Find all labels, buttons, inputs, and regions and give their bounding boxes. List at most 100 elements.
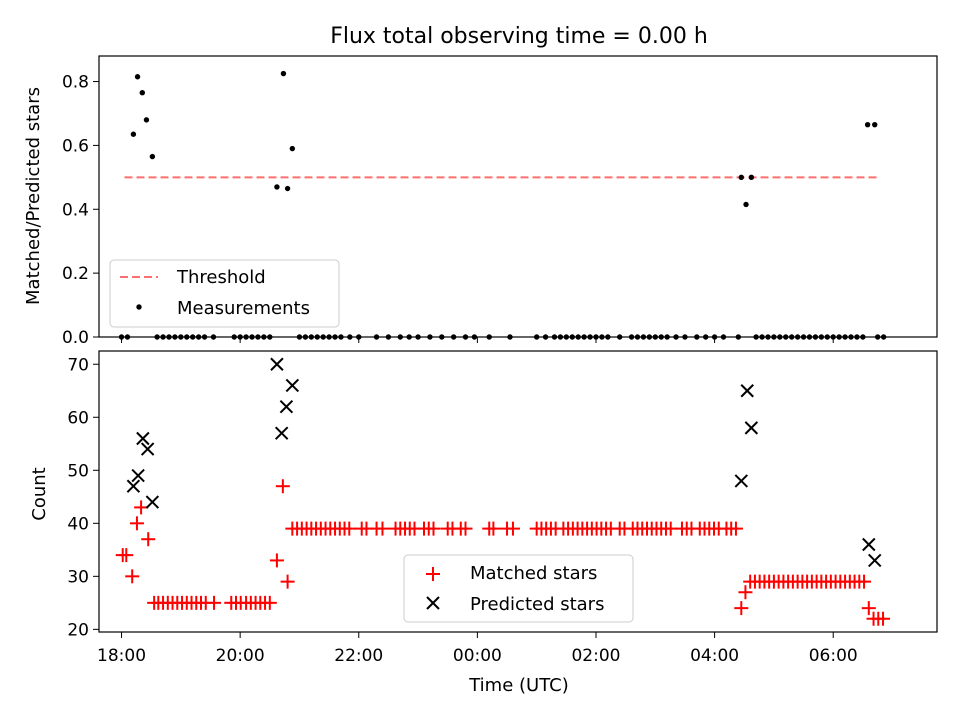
predicted-star-point <box>140 442 155 456</box>
measurement-point <box>149 153 156 160</box>
x-axis-label: Time (UTC) <box>468 675 569 696</box>
predicted-star-point <box>740 384 754 398</box>
matched-star-point <box>269 553 284 568</box>
cross-b <box>734 474 748 488</box>
matched-star-point <box>458 521 473 536</box>
measurement-point <box>864 121 871 128</box>
legend-matched-swatch <box>426 567 440 581</box>
cross-b <box>279 399 294 414</box>
x-tick-label: 02:00 <box>571 646 620 666</box>
measurement-point <box>872 121 878 128</box>
measurement-point <box>284 185 291 192</box>
matched-star-point <box>141 532 156 547</box>
count-panel: 20 30 40 50 60 70 18:00 20:00 22:00 00:00 02:00 04… <box>29 350 938 696</box>
y-tick-label: 30 <box>67 567 89 587</box>
count-plot-marks <box>115 357 891 626</box>
matched-star-point <box>375 521 390 536</box>
y-tick-label: 20 <box>67 620 89 640</box>
y-tick-label: 40 <box>67 514 89 534</box>
count-legend: Matched stars Predicted stars <box>403 554 634 623</box>
cross-b <box>285 378 300 393</box>
matched-star-point <box>207 595 222 610</box>
cross-b <box>270 357 284 371</box>
cross-b <box>126 479 141 493</box>
measurement-point <box>743 201 749 208</box>
legend-threshold-label: Threshold <box>176 267 266 288</box>
measurement-point <box>280 70 287 77</box>
predicted-star-point <box>270 357 284 371</box>
y-tick-label: 60 <box>67 408 89 428</box>
ratio-legend-box <box>109 259 340 328</box>
y-tick-label: 0.2 <box>62 264 89 284</box>
x-tick-label: 22:00 <box>334 646 383 666</box>
matched-star-point <box>486 521 501 536</box>
y-tick-label: 0.8 <box>62 73 89 93</box>
cross-b <box>868 553 882 568</box>
matched-star-point <box>857 574 872 589</box>
matched-star-point <box>734 601 749 616</box>
predicted-star-point <box>145 495 160 509</box>
matched-star-point <box>426 521 441 536</box>
matched-star-point <box>125 569 140 584</box>
cross-b <box>140 442 155 456</box>
matched-star-point <box>728 521 743 536</box>
measurement-point <box>748 174 755 181</box>
legend-measurements-swatch <box>136 304 142 310</box>
ratio-x-ticks <box>121 337 834 343</box>
measurement-point <box>289 145 296 152</box>
matched-star-point <box>129 516 144 531</box>
matched-star-point <box>262 595 277 610</box>
cross-b <box>131 468 145 483</box>
predicted-star-point <box>734 474 748 488</box>
count-plot-frame <box>98 350 938 633</box>
y-tick-label: 0.6 <box>62 136 89 156</box>
measurement-point <box>143 117 150 123</box>
matched-star-point <box>861 601 876 616</box>
x-tick-label: 00:00 <box>453 646 502 666</box>
legend-predicted-label: Predicted stars <box>470 594 604 615</box>
predicted-star-point <box>274 426 289 440</box>
ratio-legend: Threshold Measurements <box>109 259 340 328</box>
matched-star-point <box>876 611 891 626</box>
predicted-star-point <box>285 378 300 393</box>
measurement-point <box>738 174 744 181</box>
measurement-point <box>139 90 145 96</box>
predicted-star-point <box>868 553 882 568</box>
x-tick-label: 06:00 <box>809 646 858 666</box>
count-y-axis: 20 30 40 50 60 70 <box>67 355 99 640</box>
ratio-y-axis: 0.0 0.2 0.4 0.6 0.8 <box>62 73 99 348</box>
matched-star-point <box>280 574 295 589</box>
ratio-plot-frame <box>98 55 938 338</box>
x-tick-label: 18:00 <box>97 646 146 666</box>
matched-star-point <box>275 479 290 494</box>
predicted-star-point <box>131 468 145 483</box>
count-y-axis-label: Count <box>29 467 50 520</box>
measurement-point <box>134 74 141 80</box>
cross-b <box>274 426 289 440</box>
x-tick-label: 20:00 <box>216 646 265 666</box>
cross-b <box>740 384 754 398</box>
cross-b <box>145 495 160 509</box>
cross-b <box>862 537 876 552</box>
y-tick-label: 50 <box>67 461 89 481</box>
ratio-panel: 0.00.20.40.60.8 Matched/Predicted stars … <box>23 55 938 348</box>
matched-star-point <box>738 585 753 600</box>
y-tick-label: 70 <box>67 355 89 375</box>
chart-title: Flux total observing time = 0.00 h <box>330 24 708 49</box>
legend-measurements-label: Measurements <box>177 298 310 319</box>
y-tick-label: 0.0 <box>62 328 89 348</box>
legend-matched-label: Matched stars <box>470 563 597 584</box>
predicted-star-point <box>744 421 759 435</box>
predicted-star-point <box>136 431 150 446</box>
y-tick-label: 0.4 <box>62 200 89 220</box>
count-legend-box <box>403 554 634 623</box>
predicted-star-point <box>862 537 876 552</box>
cross-b <box>744 421 759 435</box>
cross-b <box>136 431 150 446</box>
matched-star-point <box>505 521 520 536</box>
x-tick-label: 04:00 <box>690 646 739 666</box>
matched-star-point <box>342 521 357 536</box>
matched-star-point <box>119 548 134 563</box>
measurement-point <box>274 184 280 190</box>
